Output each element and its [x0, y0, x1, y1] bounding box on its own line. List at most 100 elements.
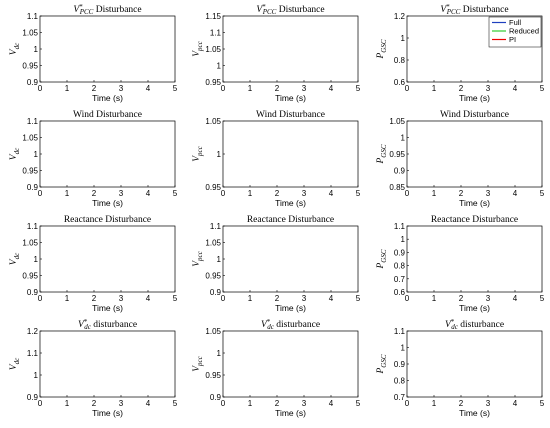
y-tick-label: 1 — [217, 349, 222, 358]
y-tick-label: 0.95 — [205, 78, 221, 87]
x-tick-label: 2 — [275, 399, 280, 408]
subplot-r0-c2: 0 1 2 3 4 5 0.6 0.8 1 1.2 V* PCC Disturbance Time (s… — [376, 3, 545, 103]
y-axis-label: Vdc — [9, 357, 21, 370]
y-tick-label: 1.05 — [205, 327, 221, 336]
x-tick-label: 1 — [432, 294, 437, 303]
subplot-title: Reactance Disturbance — [247, 215, 334, 225]
x-tick-label: 1 — [432, 84, 437, 93]
y-tick-label: 1.1 — [27, 222, 39, 231]
y-tick-label: 1.1 — [394, 327, 406, 336]
y-tick-label: 1 — [34, 150, 39, 159]
x-tick-label: 0 — [38, 399, 43, 408]
x-tick-label: 0 — [405, 399, 410, 408]
y-tick-label: 1 — [217, 62, 222, 71]
subplot-title: Wind Disturbance — [73, 110, 142, 120]
y-axis-label: Vpcc — [192, 250, 204, 266]
y-tick-label: 0.9 — [210, 288, 222, 297]
x-tick-label: 5 — [356, 294, 361, 303]
subplot-title: Reactance Disturbance — [64, 215, 151, 225]
y-tick-label: 1 — [34, 45, 39, 54]
y-tick-label: 1 — [401, 134, 406, 143]
y-tick-label: 1.1 — [210, 222, 222, 231]
x-tick-label: 5 — [356, 84, 361, 93]
x-tick-label: 1 — [248, 84, 253, 93]
legend-entry: PI — [509, 35, 516, 44]
x-tick-label: 1 — [248, 399, 253, 408]
x-axis-label: Time (s) — [92, 198, 123, 208]
x-tick-label: 1 — [248, 294, 253, 303]
y-tick-label: 0.8 — [394, 56, 406, 65]
y-axis-label: Vpcc — [192, 40, 204, 56]
x-tick-label: 3 — [119, 399, 124, 408]
x-tick-label: 5 — [173, 189, 178, 198]
y-tick-label: 0.8 — [394, 377, 406, 386]
x-tick-label: 3 — [119, 294, 124, 303]
y-tick-label: 1.05 — [22, 134, 38, 143]
legend-entry: Reduced — [509, 27, 539, 36]
x-tick-label: 1 — [65, 294, 70, 303]
y-tick-label: 0.95 — [205, 272, 221, 281]
axes-frame — [39, 120, 176, 188]
y-tick-label: 0.6 — [394, 78, 406, 87]
y-tick-label: 1 — [401, 235, 406, 244]
subplot-r2-c0: 0 1 2 3 4 5 0.9 0.95 1 1.05 1.1 Reactance Disturban… — [9, 215, 178, 313]
axes-frame — [406, 120, 543, 188]
x-tick-label: 3 — [302, 84, 307, 93]
y-tick-label: 1 — [217, 255, 222, 264]
x-axis-label: Time (s) — [459, 303, 490, 313]
x-tick-label: 1 — [65, 399, 70, 408]
y-axis-label: PGSC — [376, 39, 388, 59]
subplot-r0-c1: 0 1 2 3 4 5 0.95 1 1.05 1.1 1.15 V* PCC Disturbance T… — [192, 3, 361, 103]
axes-frame — [39, 15, 176, 83]
y-tick-label: 0.9 — [27, 288, 39, 297]
y-tick-label: 1.1 — [27, 349, 39, 358]
y-tick-label: 0.9 — [210, 393, 222, 402]
x-tick-label: 0 — [38, 84, 43, 93]
subplot-r3-c0: 0 1 2 3 4 5 0.9 1 1.1 1.2 V* dc disturbance Time (s)… — [9, 318, 178, 418]
x-tick-label: 3 — [302, 399, 307, 408]
x-tick-label: 3 — [119, 189, 124, 198]
x-tick-label: 0 — [38, 294, 43, 303]
subplot-r1-c0: 0 1 2 3 4 5 0.9 0.95 1 1.05 1.1 Wind Disturbance Tim… — [9, 110, 178, 208]
x-axis-label: Time (s) — [459, 198, 490, 208]
axes-frame — [39, 330, 176, 398]
x-tick-label: 4 — [513, 399, 518, 408]
subplot-title: V* dc disturbance — [261, 318, 320, 331]
subplot-r2-c1: 0 1 2 3 4 5 0.9 0.95 1 1.05 1.1 Reactance Disturban… — [192, 215, 361, 313]
x-tick-label: 5 — [540, 294, 545, 303]
x-tick-label: 2 — [459, 84, 464, 93]
x-tick-label: 2 — [92, 189, 97, 198]
y-tick-label: 1 — [401, 344, 406, 353]
y-tick-label: 1.05 — [205, 45, 221, 54]
x-tick-label: 0 — [221, 294, 226, 303]
x-tick-label: 5 — [173, 294, 178, 303]
x-axis-label: Time (s) — [92, 93, 123, 103]
x-axis-label: Time (s) — [459, 93, 490, 103]
x-axis-label: Time (s) — [92, 408, 123, 418]
x-tick-label: 0 — [405, 189, 410, 198]
y-tick-label: 0.95 — [205, 183, 221, 192]
y-tick-label: 1 — [401, 34, 406, 43]
x-tick-label: 3 — [302, 189, 307, 198]
x-tick-label: 2 — [92, 294, 97, 303]
x-axis-label: Time (s) — [275, 303, 306, 313]
axes-frame — [222, 225, 359, 293]
y-tick-label: 0.7 — [394, 393, 406, 402]
x-tick-label: 4 — [329, 294, 334, 303]
x-tick-label: 0 — [221, 189, 226, 198]
axes-frame — [406, 225, 543, 293]
x-axis-label: Time (s) — [459, 408, 490, 418]
x-tick-label: 4 — [329, 399, 334, 408]
x-axis-label: Time (s) — [275, 408, 306, 418]
x-tick-label: 5 — [540, 189, 545, 198]
axes-frame — [39, 225, 176, 293]
x-tick-label: 2 — [275, 84, 280, 93]
y-axis-label: Vdc — [9, 252, 21, 265]
x-axis-label: Time (s) — [275, 93, 306, 103]
x-tick-label: 0 — [221, 84, 226, 93]
x-tick-label: 3 — [486, 84, 491, 93]
x-tick-label: 3 — [119, 84, 124, 93]
x-tick-label: 3 — [486, 189, 491, 198]
